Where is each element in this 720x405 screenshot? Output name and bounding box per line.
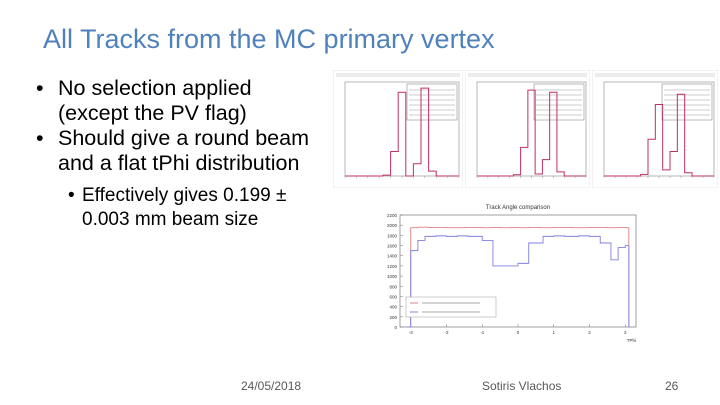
sub-bullet-item: • Effectively gives 0.199 ± 0.003 mm bea… <box>68 184 326 232</box>
bullet-item: • No selection applied (except the PV fl… <box>36 76 326 126</box>
bullet-text: Should give a round beam and a flat tPhi… <box>58 126 310 175</box>
histogram-header-bar <box>595 73 715 77</box>
histogram-series <box>477 89 586 177</box>
histogram-1 <box>333 70 463 188</box>
bullet-dot-icon: • <box>36 126 44 150</box>
histogram-header-bar <box>336 73 460 77</box>
page-number: 26 <box>665 379 679 393</box>
y-tick-label: 200 <box>389 315 397 320</box>
histogram-3 <box>592 70 718 188</box>
series-line-2 <box>407 235 630 328</box>
x-tick-label: -1 <box>480 330 484 335</box>
track-angle-chart-panel: Track Angle comparison 0 200 400 600 800 1000 1… <box>358 197 664 347</box>
histogram-panel-2 <box>465 70 590 188</box>
y-tick-label: 1200 <box>387 264 398 269</box>
chart-title: Track Angle comparison <box>486 205 550 211</box>
bullet-dot-icon: • <box>68 185 75 206</box>
histogram-panel-3 <box>592 70 718 188</box>
x-tick-label: -2 <box>444 330 448 335</box>
bullet-dot-icon: • <box>36 76 44 100</box>
histogram-panel-1 <box>333 70 463 188</box>
y-tick-label: 1600 <box>387 244 398 249</box>
bullet-text: No selection applied (except the PV flag… <box>58 76 252 125</box>
series-line-1 <box>407 226 630 328</box>
x-axis-label: TPhi <box>627 338 636 343</box>
histogram-series <box>604 93 714 177</box>
x-tick-label: 0 <box>517 330 520 335</box>
y-tick-label: 400 <box>389 305 397 310</box>
histogram-header-bar <box>468 73 587 77</box>
y-tick-label: 800 <box>389 284 397 289</box>
y-tick-label: 2200 <box>387 213 398 218</box>
y-tick-label: 600 <box>389 294 397 299</box>
bullet-item: • Should give a round beam and a flat tP… <box>36 126 326 176</box>
track-angle-chart: Track Angle comparison 0 200 400 600 800 1000 1… <box>358 197 664 347</box>
bullet-list: • No selection applied (except the PV fl… <box>36 76 326 232</box>
chart-background <box>358 197 664 347</box>
footer-author: Sotiris Vlachos <box>482 379 562 393</box>
footer-date: 24/05/2018 <box>241 379 302 393</box>
sub-bullet-text: Effectively gives 0.199 ± 0.003 mm beam … <box>82 185 287 230</box>
y-tick-label: 0 <box>394 325 397 330</box>
x-tick-label: 2 <box>588 330 591 335</box>
slide-title: All Tracks from the MC primary vertex <box>43 24 495 54</box>
legend-box <box>405 296 497 318</box>
x-tick-label: -3 <box>409 330 413 335</box>
histogram-2 <box>465 70 590 188</box>
y-tick-label: 1000 <box>387 274 398 279</box>
x-tick-label: 3 <box>624 330 627 335</box>
histogram-series <box>345 87 459 177</box>
y-tick-label: 2000 <box>387 223 398 228</box>
y-tick-label: 1400 <box>387 254 398 259</box>
y-tick-label: 1800 <box>387 233 398 238</box>
x-tick-label: 1 <box>552 330 555 335</box>
